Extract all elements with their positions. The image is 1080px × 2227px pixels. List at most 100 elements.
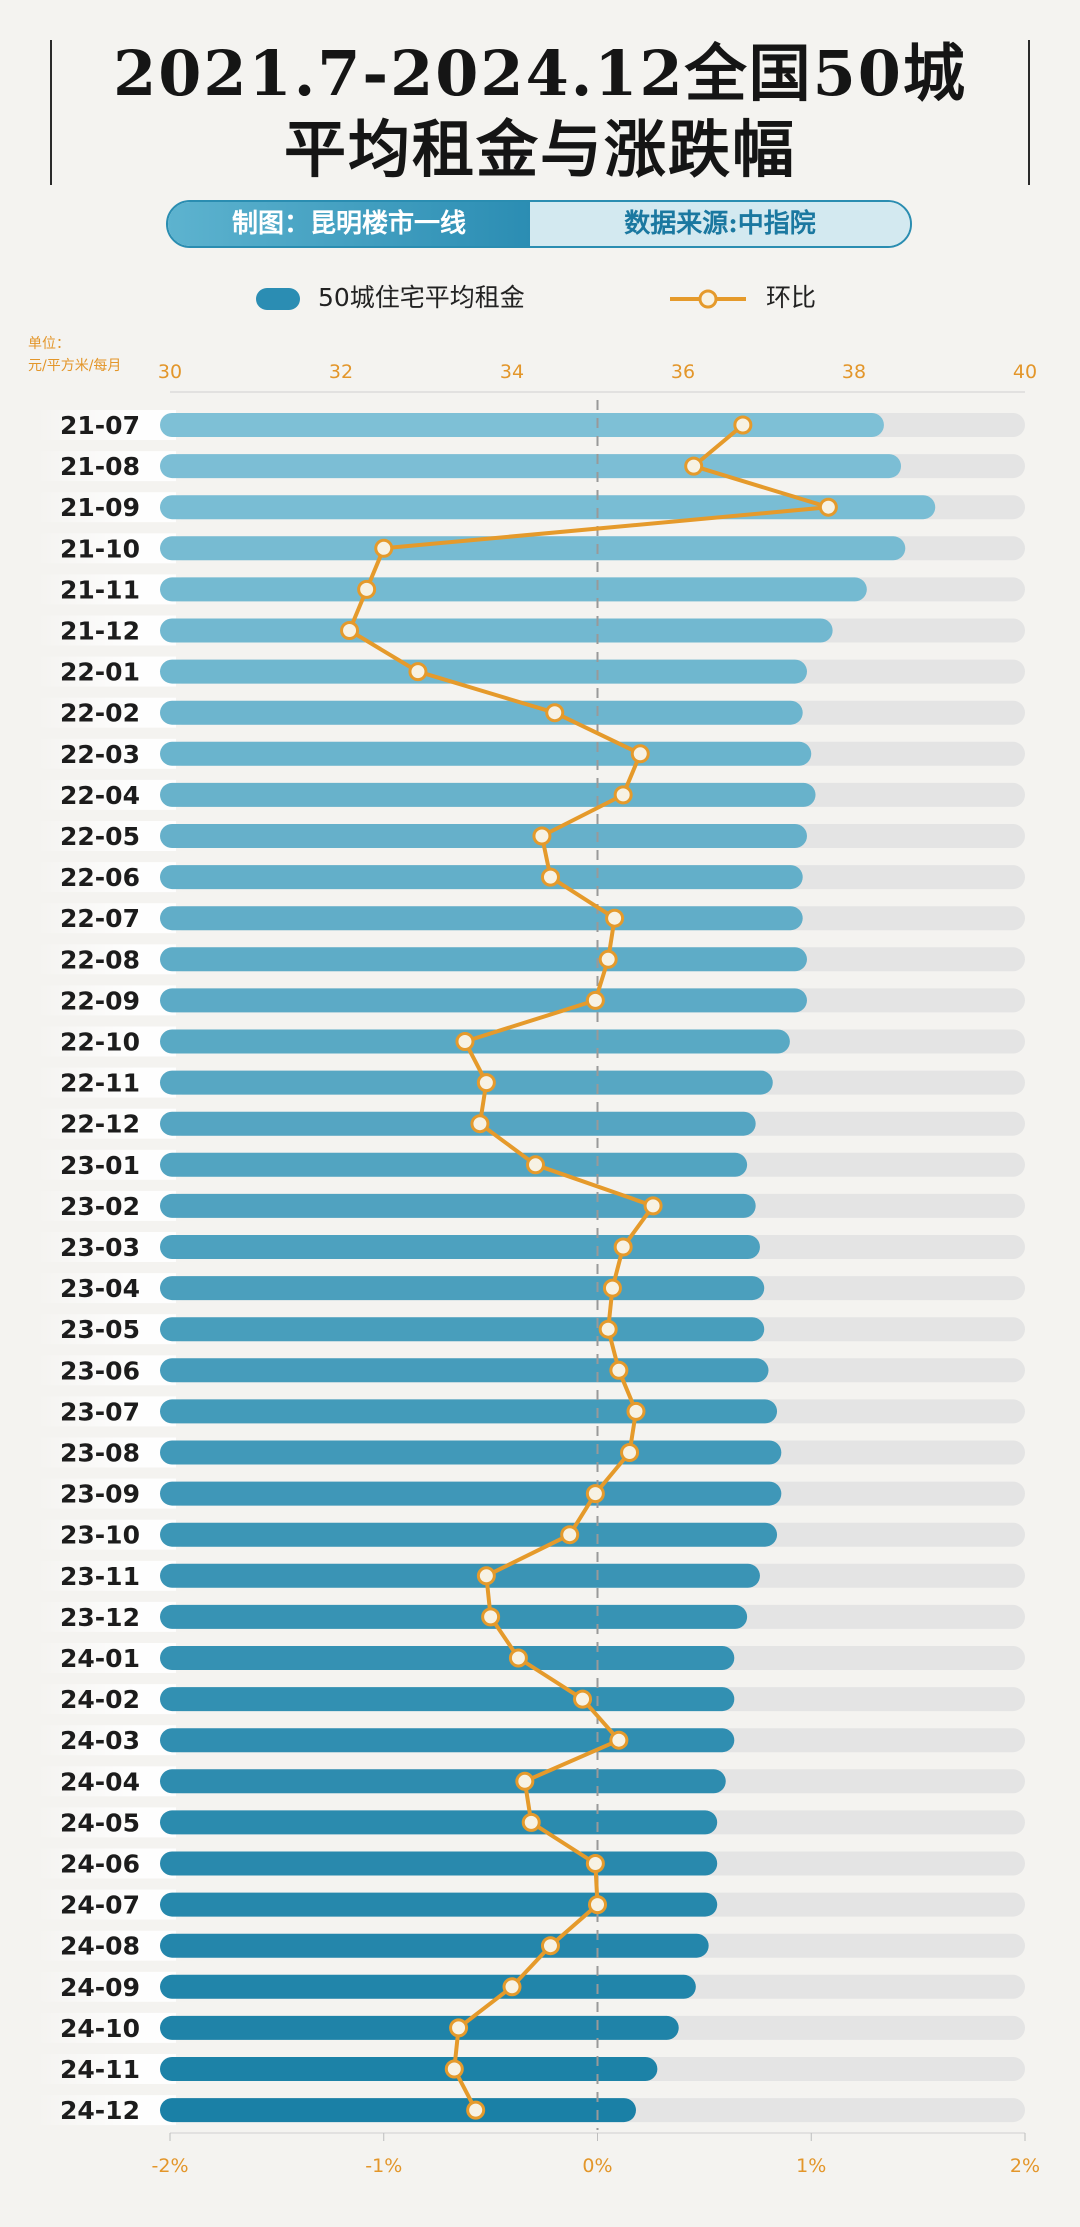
legend-mom-label: 环比 <box>766 283 817 312</box>
row-label-22-07: 22-07 <box>60 904 140 933</box>
rent-bar-23-01 <box>160 1152 748 1177</box>
row-label-24-04: 24-04 <box>60 1767 140 1796</box>
bottom-axis-tick-label-1: -1% <box>365 2155 402 2177</box>
rent-bar-22-08 <box>160 947 807 972</box>
mom-point-24-08 <box>540 1936 560 1956</box>
row-label-bg-21-12 <box>36 615 176 646</box>
row-label-bg-24-09 <box>36 1971 176 2002</box>
mom-point-24-04 <box>515 1771 535 1791</box>
row-label-21-07: 21-07 <box>60 411 140 440</box>
row-label-bg-22-03 <box>36 738 176 769</box>
rent-bar-22-03 <box>160 741 812 766</box>
row-label-bg-23-06 <box>36 1355 176 1386</box>
mom-point-23-11 <box>476 1566 496 1586</box>
mom-point-22-12 <box>470 1114 490 1134</box>
row-label-bg-22-04 <box>36 779 176 810</box>
credit-bar: 制图：昆明楼市一线 数据来源:中指院 <box>166 200 912 248</box>
rent-bar-22-10 <box>160 1029 790 1054</box>
row-label-23-04: 23-04 <box>60 1274 140 1303</box>
rent-bar-22-12 <box>160 1111 756 1136</box>
row-label-bg-23-12 <box>36 1601 176 1632</box>
row-label-22-05: 22-05 <box>60 822 140 851</box>
top-axis-tick-label-4: 38 <box>842 361 866 383</box>
mom-point-23-04 <box>602 1278 622 1298</box>
rent-bar-24-11 <box>160 2057 658 2081</box>
row-label-bg-23-01 <box>36 1149 176 1180</box>
rent-bar-24-12 <box>160 2098 636 2123</box>
bottom-axis-tick-label-2: 0% <box>582 2155 612 2177</box>
row-label-23-11: 23-11 <box>60 1562 140 1591</box>
top-axis-tick-label-0: 30 <box>158 361 182 383</box>
row-label-bg-22-11 <box>36 1067 176 1098</box>
row-label-24-10: 24-10 <box>60 2014 140 2043</box>
row-label-24-03: 24-03 <box>60 1726 140 1755</box>
row-label-bg-24-12 <box>36 2095 176 2126</box>
rent-bar-21-10 <box>160 536 906 561</box>
unit-label: 单位： 元/平方米/每月 <box>28 333 121 377</box>
legend-line-icon <box>670 289 746 309</box>
rent-bar-24-02 <box>160 1687 735 1712</box>
mom-point-23-01 <box>526 1155 546 1175</box>
mom-point-23-09 <box>585 1484 605 1504</box>
mom-point-23-02 <box>643 1196 663 1216</box>
chart-title: 2021.7-2024.12全国50城 平均租金与涨跌幅 <box>0 36 1080 188</box>
mom-point-23-10 <box>560 1525 580 1545</box>
row-label-22-04: 22-04 <box>60 781 140 810</box>
row-label-22-12: 22-12 <box>60 1110 140 1139</box>
row-label-bg-24-05 <box>36 1807 176 1838</box>
row-label-23-07: 23-07 <box>60 1397 140 1426</box>
rent-bar-22-05 <box>160 824 807 848</box>
rent-bar-22-07 <box>160 906 803 931</box>
mom-point-22-05 <box>532 826 552 846</box>
mom-line <box>347 423 831 2112</box>
mom-point-22-06 <box>540 867 560 887</box>
row-label-bg-24-01 <box>36 1643 176 1673</box>
row-label-bg-24-10 <box>36 2012 176 2043</box>
row-label-24-08: 24-08 <box>60 1932 140 1961</box>
credit-source: 数据来源:中指院 <box>530 202 910 246</box>
rent-bar-24-03 <box>160 1728 735 1753</box>
row-label-23-05: 23-05 <box>60 1315 140 1344</box>
rent-bar-23-12 <box>160 1604 748 1629</box>
mom-point-24-01 <box>508 1648 528 1668</box>
rent-bar-23-04 <box>160 1276 765 1301</box>
mom-point-24-10 <box>449 2018 469 2038</box>
row-label-bg-24-03 <box>36 1725 176 1756</box>
row-label-24-11: 24-11 <box>60 2055 140 2084</box>
mom-point-21-11 <box>357 579 377 599</box>
row-label-21-09: 21-09 <box>60 493 140 522</box>
row-label-bg-21-09 <box>36 492 176 523</box>
row-label-bg-23-05 <box>36 1314 176 1345</box>
credit-author: 制图：昆明楼市一线 <box>168 202 530 246</box>
mom-point-22-10 <box>455 1032 475 1051</box>
row-label-bg-23-10 <box>36 1519 176 1550</box>
row-label-bg-21-07 <box>36 410 176 440</box>
row-label-bg-22-07 <box>36 903 176 934</box>
legend-rent-label: 50城住宅平均租金 <box>318 283 525 312</box>
row-label-21-08: 21-08 <box>60 452 140 481</box>
legend-mom: 环比 <box>668 280 816 316</box>
row-label-bg-24-06 <box>36 1848 176 1879</box>
rent-bar-23-08 <box>160 1440 782 1465</box>
bottom-axis-tick-label-4: 2% <box>1010 2155 1040 2177</box>
rent-bar-24-10 <box>160 2015 679 2040</box>
row-label-22-06: 22-06 <box>60 863 140 892</box>
row-label-bg-23-02 <box>36 1190 176 1221</box>
legend-rent: 50城住宅平均租金 <box>256 280 525 316</box>
mom-point-23-03 <box>613 1237 633 1257</box>
row-label-24-12: 24-12 <box>60 2096 140 2125</box>
row-label-23-01: 23-01 <box>60 1151 140 1180</box>
title-line-2: 平均租金与涨跌幅 <box>283 113 796 186</box>
rent-bar-23-10 <box>160 1522 778 1547</box>
mom-point-21-10 <box>374 538 394 558</box>
row-label-22-03: 22-03 <box>60 740 140 769</box>
mom-point-24-06 <box>585 1854 605 1873</box>
rent-bar-24-05 <box>160 1810 718 1835</box>
top-axis-tick-label-1: 32 <box>329 361 353 383</box>
unit-label-line-1: 单位： <box>28 336 70 352</box>
row-label-bg-22-02 <box>36 697 176 728</box>
mom-point-24-11 <box>444 2059 464 2079</box>
rent-bar-23-07 <box>160 1399 778 1424</box>
row-label-bg-23-07 <box>36 1396 176 1427</box>
rent-bar-23-06 <box>160 1358 769 1383</box>
